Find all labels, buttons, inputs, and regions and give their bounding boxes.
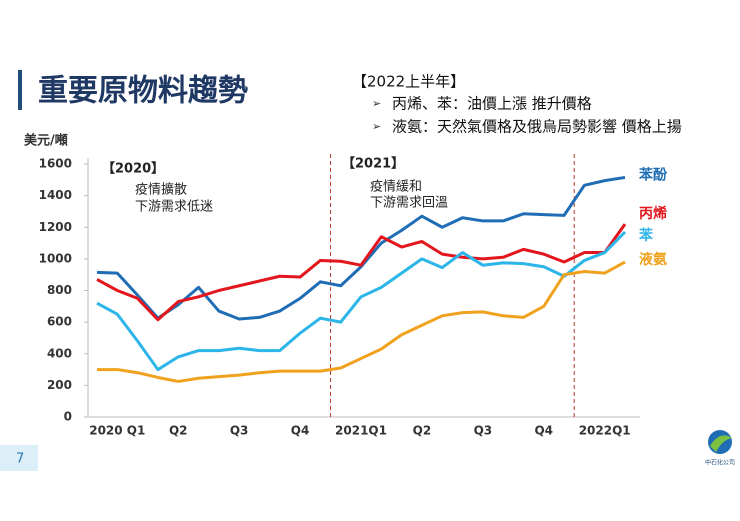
logo-swirl bbox=[710, 435, 732, 452]
page-number-box bbox=[0, 445, 38, 471]
logo-text: 中石化公司 bbox=[705, 459, 735, 467]
y-tick-label: 1600 bbox=[39, 157, 72, 171]
y-tick-label: 0 bbox=[64, 410, 72, 424]
x-tick-label: Q4 bbox=[534, 424, 553, 438]
note-item: 液氨：天然氣價格及俄烏局勢影響 價格上揚 bbox=[392, 118, 682, 136]
bullet: ➢ bbox=[372, 120, 381, 133]
logo bbox=[708, 430, 732, 454]
x-tick-label: 2022Q1 bbox=[579, 424, 631, 438]
y-tick-label: 1200 bbox=[39, 220, 72, 234]
annotation-text: 下游需求低迷 bbox=[135, 200, 213, 215]
x-tick-label: Q4 bbox=[291, 424, 310, 438]
series-line bbox=[96, 223, 627, 322]
series-label: 苯 bbox=[638, 227, 654, 244]
x-tick-label: Q2 bbox=[413, 424, 432, 438]
y-axis-label: 美元/噸 bbox=[24, 133, 68, 149]
bullet: ➢ bbox=[372, 97, 381, 110]
note-item: 丙烯、苯：油價上漲 推升價格 bbox=[392, 95, 592, 113]
y-tick-label: 400 bbox=[47, 346, 72, 360]
x-tick-label: 2021Q1 bbox=[335, 424, 387, 438]
title-bar bbox=[18, 70, 22, 110]
y-tick-label: 800 bbox=[47, 283, 72, 297]
page-number: 7 bbox=[16, 452, 24, 467]
y-tick-label: 1400 bbox=[39, 188, 72, 202]
x-tick-label: 2020 Q1 bbox=[89, 424, 145, 438]
series-line bbox=[97, 260, 626, 383]
notes-title: 【2022上半年】 bbox=[352, 73, 465, 91]
series-label: 丙烯 bbox=[639, 205, 667, 222]
annotation-text: 下游需求回溫 bbox=[370, 196, 448, 211]
x-tick-label: Q2 bbox=[169, 424, 188, 438]
y-tick-label: 1000 bbox=[39, 251, 72, 265]
x-tick-label: Q3 bbox=[230, 424, 249, 438]
y-tick-label: 600 bbox=[47, 315, 72, 329]
annotation-title: 【2021】 bbox=[342, 156, 404, 172]
series-line bbox=[96, 230, 627, 372]
annotation-text: 疫情擴散 bbox=[135, 182, 187, 198]
annotation-title: 【2020】 bbox=[102, 161, 164, 177]
y-tick-label: 200 bbox=[47, 378, 72, 392]
slide-title: 重要原物料趨勢 bbox=[38, 74, 248, 109]
series-label: 苯酚 bbox=[638, 166, 668, 183]
series-label: 液氨 bbox=[639, 251, 667, 268]
annotation-text: 疫情緩和 bbox=[370, 179, 422, 195]
x-tick-label: Q3 bbox=[474, 424, 493, 438]
